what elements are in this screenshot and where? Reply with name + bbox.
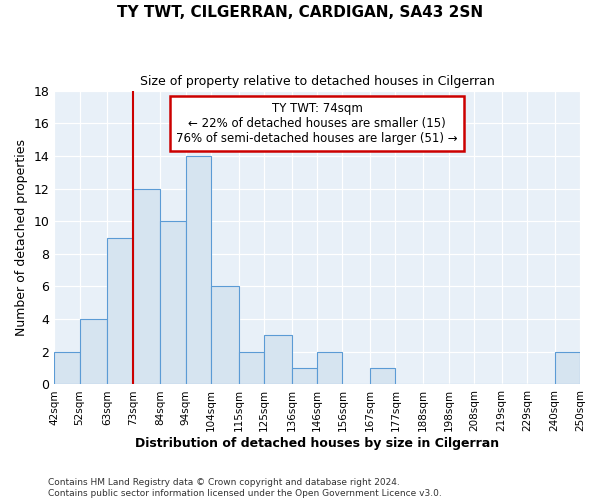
Y-axis label: Number of detached properties: Number of detached properties xyxy=(15,139,28,336)
Text: TY TWT, CILGERRAN, CARDIGAN, SA43 2SN: TY TWT, CILGERRAN, CARDIGAN, SA43 2SN xyxy=(117,5,483,20)
Bar xyxy=(80,319,107,384)
Bar xyxy=(186,156,211,384)
Bar xyxy=(211,286,239,384)
Bar xyxy=(160,221,186,384)
Text: Contains HM Land Registry data © Crown copyright and database right 2024.
Contai: Contains HM Land Registry data © Crown c… xyxy=(48,478,442,498)
Bar xyxy=(370,368,395,384)
Bar xyxy=(555,352,580,384)
Bar xyxy=(54,352,80,384)
Bar xyxy=(107,238,133,384)
Bar xyxy=(292,368,317,384)
Title: Size of property relative to detached houses in Cilgerran: Size of property relative to detached ho… xyxy=(140,75,494,88)
Bar xyxy=(264,336,292,384)
Bar xyxy=(133,188,160,384)
Bar xyxy=(239,352,264,384)
X-axis label: Distribution of detached houses by size in Cilgerran: Distribution of detached houses by size … xyxy=(135,437,499,450)
Text: TY TWT: 74sqm
← 22% of detached houses are smaller (15)
76% of semi-detached hou: TY TWT: 74sqm ← 22% of detached houses a… xyxy=(176,102,458,146)
Bar xyxy=(317,352,343,384)
